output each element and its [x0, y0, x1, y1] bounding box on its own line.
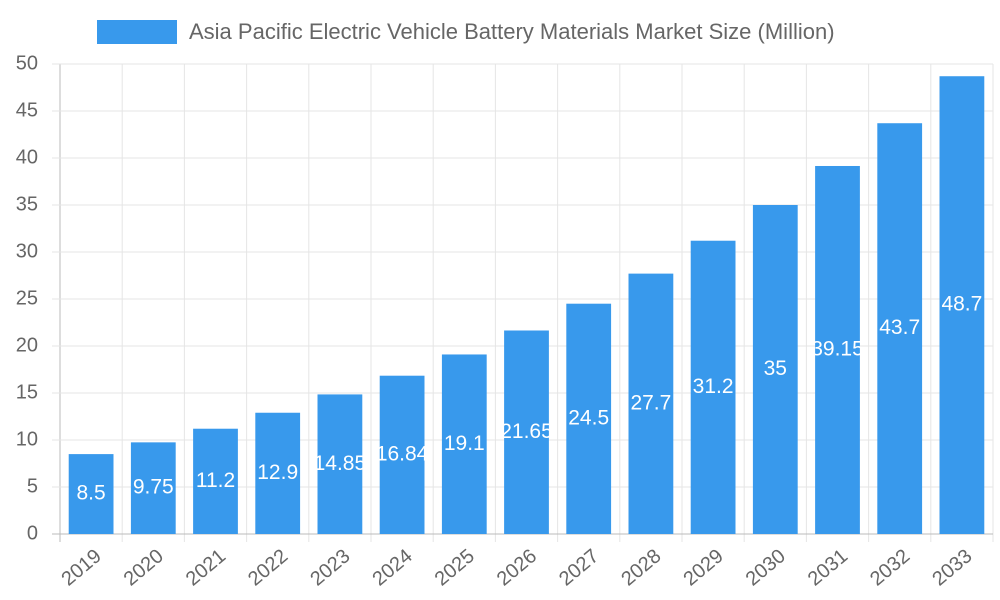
x-tick-label: 2020 — [120, 545, 168, 590]
data-label: 19.1 — [444, 432, 485, 455]
x-tick-label: 2030 — [742, 545, 790, 590]
x-tick-label: 2024 — [368, 545, 416, 590]
bar — [752, 205, 798, 534]
y-tick-label: 50 — [16, 52, 38, 74]
data-label: 27.7 — [630, 391, 671, 414]
bar — [441, 354, 487, 534]
bar — [68, 454, 114, 534]
data-label: 39.15 — [811, 338, 864, 361]
bar — [130, 442, 176, 534]
y-tick-label: 5 — [27, 475, 38, 497]
x-tick-label: 2032 — [866, 545, 914, 590]
x-tick-label: 2031 — [804, 545, 852, 590]
data-label: 12.9 — [257, 461, 298, 484]
x-tick-label: 2021 — [182, 545, 230, 590]
y-tick-label: 40 — [16, 146, 38, 168]
data-label: 31.2 — [693, 375, 734, 398]
y-tick-label: 20 — [16, 334, 38, 356]
y-tick-label: 45 — [16, 99, 38, 121]
y-tick-label: 30 — [16, 240, 38, 262]
bar — [255, 412, 301, 534]
bar — [628, 273, 674, 534]
bar — [379, 375, 425, 534]
data-label: 14.85 — [314, 452, 367, 475]
x-tick-label: 2028 — [617, 545, 665, 590]
bar — [815, 165, 860, 535]
bar — [690, 240, 736, 534]
bar — [566, 303, 612, 534]
x-tick-label: 2029 — [679, 545, 727, 590]
y-tick-label: 10 — [16, 428, 38, 450]
x-tick-label: 2027 — [555, 545, 603, 590]
bar — [317, 394, 363, 534]
x-tick-label: 2026 — [493, 545, 541, 590]
legend-swatch — [97, 20, 177, 44]
y-tick-label: 25 — [16, 287, 38, 309]
bar — [193, 428, 238, 534]
x-tick-label: 2019 — [57, 545, 105, 590]
data-label: 9.75 — [133, 476, 174, 499]
data-label: 16.84 — [376, 442, 429, 465]
y-tick-label: 35 — [16, 193, 38, 215]
x-tick-label: 2023 — [306, 545, 354, 590]
data-label: 43.7 — [879, 316, 920, 339]
y-tick-label: 15 — [16, 381, 38, 403]
bar — [877, 123, 923, 534]
data-label: 48.7 — [941, 293, 982, 316]
bar — [939, 76, 985, 534]
data-label: 8.5 — [76, 482, 105, 505]
x-tick-label: 2033 — [928, 545, 976, 590]
x-tick-label: 2025 — [431, 545, 479, 590]
data-label: 24.5 — [568, 406, 609, 429]
legend-label: Asia Pacific Electric Vehicle Battery Ma… — [189, 19, 835, 44]
x-tick-label: 2022 — [244, 545, 292, 590]
data-label: 35 — [764, 357, 787, 380]
data-label: 21.65 — [500, 420, 553, 443]
bar — [504, 330, 549, 534]
y-tick-label: 0 — [27, 522, 38, 544]
data-label: 11.2 — [196, 469, 235, 492]
